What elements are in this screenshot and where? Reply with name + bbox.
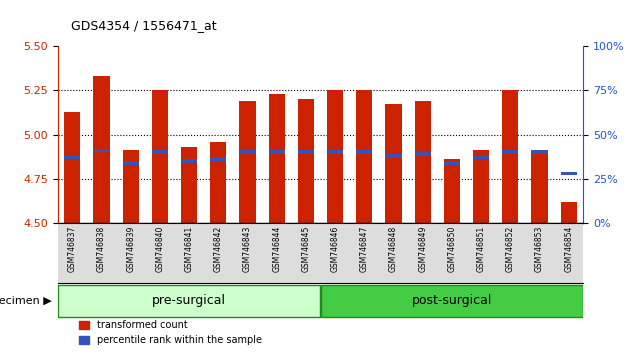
Bar: [152, 90, 168, 223]
Bar: [122, 161, 138, 165]
Text: GSM746839: GSM746839: [126, 226, 135, 273]
Bar: [181, 147, 197, 223]
Bar: [531, 150, 547, 223]
Bar: [503, 90, 519, 223]
FancyBboxPatch shape: [58, 285, 320, 317]
Bar: [298, 99, 314, 223]
Bar: [473, 155, 489, 159]
Bar: [561, 202, 577, 223]
Text: GSM746842: GSM746842: [214, 226, 223, 272]
Bar: [210, 157, 226, 161]
Bar: [269, 94, 285, 223]
Text: GSM746852: GSM746852: [506, 226, 515, 272]
Bar: [561, 171, 577, 175]
Text: GSM746853: GSM746853: [535, 226, 544, 273]
Text: GSM746843: GSM746843: [243, 226, 252, 273]
Bar: [298, 150, 314, 154]
Text: GSM746841: GSM746841: [185, 226, 194, 272]
Text: GSM746844: GSM746844: [272, 226, 281, 273]
Text: GDS4354 / 1556471_at: GDS4354 / 1556471_at: [71, 19, 216, 32]
Bar: [94, 148, 110, 152]
Text: GSM746849: GSM746849: [418, 226, 427, 273]
Text: GSM746837: GSM746837: [68, 226, 77, 273]
Bar: [240, 101, 256, 223]
Text: GSM746848: GSM746848: [389, 226, 398, 272]
Bar: [385, 154, 401, 158]
Bar: [181, 159, 197, 163]
Text: GSM746846: GSM746846: [331, 226, 340, 273]
Bar: [356, 90, 372, 223]
Bar: [385, 104, 401, 223]
Text: GSM746851: GSM746851: [477, 226, 486, 272]
Bar: [444, 161, 460, 165]
Bar: [64, 112, 80, 223]
Text: specimen ▶: specimen ▶: [0, 296, 51, 306]
Bar: [94, 76, 110, 223]
Text: pre-surgical: pre-surgical: [152, 294, 226, 307]
Bar: [327, 90, 343, 223]
Bar: [473, 150, 489, 223]
Legend: transformed count, percentile rank within the sample: transformed count, percentile rank withi…: [76, 316, 265, 349]
FancyBboxPatch shape: [321, 285, 583, 317]
Bar: [356, 150, 372, 154]
Bar: [269, 150, 285, 154]
Bar: [210, 142, 226, 223]
Text: GSM746840: GSM746840: [155, 226, 164, 273]
Bar: [444, 159, 460, 223]
Bar: [64, 155, 80, 159]
Text: GSM746850: GSM746850: [447, 226, 456, 273]
Bar: [415, 152, 431, 156]
Text: GSM746847: GSM746847: [360, 226, 369, 273]
Bar: [327, 150, 343, 154]
Text: post-surgical: post-surgical: [412, 294, 492, 307]
Text: GSM746854: GSM746854: [564, 226, 573, 273]
Bar: [503, 150, 519, 154]
Bar: [531, 150, 547, 154]
Bar: [415, 101, 431, 223]
Bar: [122, 150, 138, 223]
Bar: [152, 150, 168, 154]
Text: GSM746845: GSM746845: [301, 226, 310, 273]
Bar: [240, 150, 256, 154]
Text: GSM746838: GSM746838: [97, 226, 106, 272]
